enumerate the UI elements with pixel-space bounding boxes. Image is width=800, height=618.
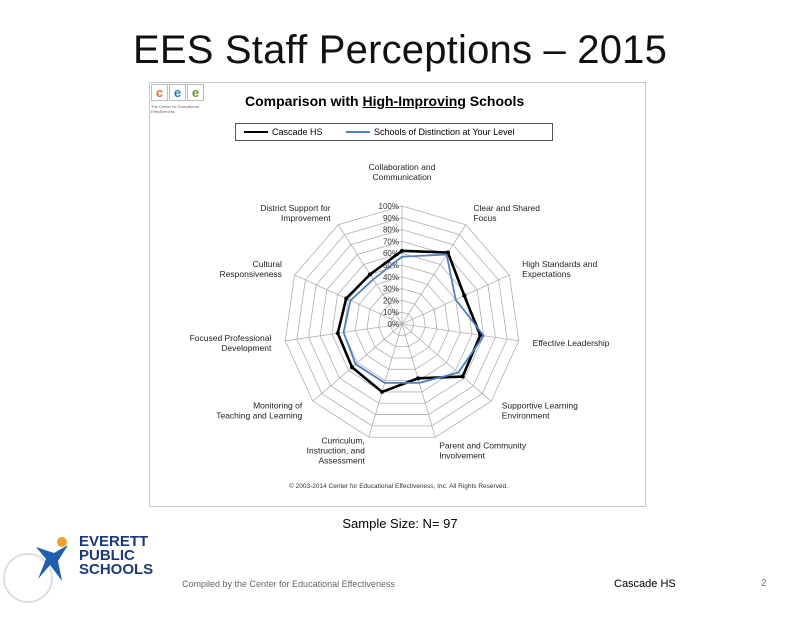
grid-ring bbox=[319, 240, 485, 404]
series-line-1 bbox=[342, 253, 485, 384]
footer-school: Cascade HS bbox=[614, 578, 676, 590]
cee-letter-e2: e bbox=[187, 84, 204, 101]
category-label: Monitoring of Teaching and Learning bbox=[216, 400, 303, 420]
category-label: Clear and Shared Focus bbox=[473, 203, 540, 223]
grid-spoke bbox=[401, 323, 519, 342]
chart-legend: Cascade HS Schools of Distinction at You… bbox=[235, 123, 553, 141]
series-point bbox=[445, 250, 450, 255]
footer-credit: Compiled by the Center for Educational E… bbox=[182, 579, 395, 589]
chart-title-emphasis: High-Improving bbox=[362, 93, 466, 109]
cee-letter-c: c bbox=[151, 84, 168, 101]
chart-title-prefix: Comparison with bbox=[245, 93, 363, 109]
grid-ring bbox=[389, 311, 415, 336]
chart-frame: c e e The Center for Educational Effecti… bbox=[149, 82, 646, 507]
series-point bbox=[478, 333, 483, 338]
grid-spoke bbox=[368, 323, 403, 438]
legend-item-cascade: Cascade HS bbox=[244, 127, 323, 137]
cee-letter-e1: e bbox=[169, 84, 186, 101]
grid-ring bbox=[378, 299, 426, 348]
radial-tick-label: 30% bbox=[383, 285, 399, 294]
category-label: High Standards and Expectations bbox=[522, 259, 597, 279]
legend-swatch-cascade bbox=[244, 131, 268, 133]
radial-tick-label: 0% bbox=[387, 320, 399, 329]
cee-tagline: The Center for Educational Effectiveness bbox=[151, 104, 199, 114]
radial-tick-label: 100% bbox=[379, 202, 399, 211]
grid-ring bbox=[308, 229, 496, 415]
grid-ring bbox=[343, 264, 461, 382]
district-name-line-2: PUBLIC bbox=[79, 547, 135, 564]
slide-title: EES Staff Perceptions – 2015 bbox=[132, 28, 668, 72]
category-label: Curriculum, Instruction, and Assessment bbox=[307, 436, 366, 466]
chart-title-suffix: Schools bbox=[465, 93, 525, 109]
category-label: Collaboration and Communication bbox=[369, 162, 436, 182]
grid-spoke bbox=[312, 323, 403, 402]
cee-logo: c e e The Center for Educational Effecti… bbox=[151, 84, 231, 122]
district-name-line-3: SCHOOLS bbox=[79, 561, 154, 578]
grid-ring bbox=[284, 205, 520, 438]
series-point bbox=[400, 248, 404, 253]
radial-tick-label: 80% bbox=[383, 226, 399, 235]
legend-label-cascade: Cascade HS bbox=[272, 127, 323, 137]
page-number: 2 bbox=[761, 578, 767, 589]
sample-size: Sample Size: N= 97 bbox=[342, 516, 458, 531]
radar-chart: 0%10%20%30%40%50%60%70%80%90%100%Collabo… bbox=[190, 162, 610, 466]
radial-tick-label: 40% bbox=[383, 273, 399, 282]
series-point bbox=[350, 365, 355, 370]
category-label: Supportive Learning Environment bbox=[502, 400, 578, 420]
grid-ring bbox=[366, 288, 438, 359]
grid-ring bbox=[354, 276, 450, 370]
category-label: Focused Professional Development bbox=[190, 333, 272, 353]
series-point bbox=[460, 374, 465, 379]
grid-spoke bbox=[401, 323, 492, 402]
district-seal bbox=[3, 553, 53, 603]
chart-copyright: © 2003-2014 Center for Educational Effec… bbox=[289, 483, 508, 490]
legend-swatch-distinction bbox=[346, 131, 370, 133]
district-name: EVERETT PUBLIC SCHOOLS bbox=[79, 533, 154, 578]
radial-tick-label: 60% bbox=[383, 249, 399, 258]
legend-item-distinction: Schools of Distinction at Your Level bbox=[346, 127, 515, 137]
category-label: Effective Leadership bbox=[533, 338, 610, 348]
district-logo: EVERETT PUBLIC SCHOOLS bbox=[32, 533, 167, 595]
series-point bbox=[335, 331, 340, 336]
grid-spoke bbox=[401, 224, 467, 325]
category-label: Parent and Community Involvement bbox=[439, 441, 527, 461]
radial-tick-label: 20% bbox=[383, 296, 399, 305]
grid-spoke bbox=[294, 274, 403, 325]
series-point bbox=[380, 389, 385, 394]
radial-tick-label: 10% bbox=[383, 308, 399, 317]
series-point bbox=[462, 293, 467, 298]
legend-label-distinction: Schools of Distinction at Your Level bbox=[374, 127, 515, 137]
category-label: District Support for Improvement bbox=[260, 203, 331, 223]
radial-tick-label: 90% bbox=[383, 214, 399, 223]
series-point bbox=[368, 272, 373, 277]
grid-spoke bbox=[401, 323, 436, 438]
district-name-line-1: EVERETT bbox=[79, 533, 149, 550]
category-label: Cultural Responsiveness bbox=[220, 259, 282, 279]
series-point bbox=[415, 376, 420, 381]
grid-ring bbox=[296, 217, 508, 427]
radial-tick-label: 70% bbox=[383, 237, 399, 246]
series-line-0 bbox=[336, 249, 482, 394]
series-point bbox=[344, 296, 349, 301]
district-figure-icon bbox=[36, 537, 68, 581]
chart-title: Comparison with High-Improving Schools bbox=[245, 93, 524, 109]
